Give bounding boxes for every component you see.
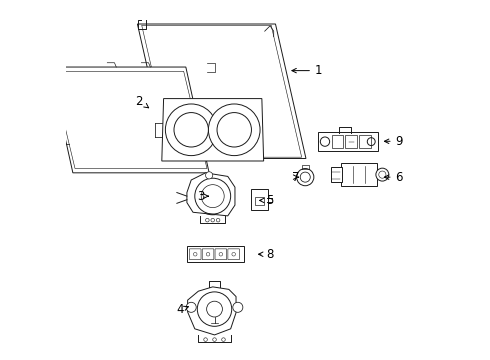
Circle shape bbox=[208, 104, 260, 156]
Polygon shape bbox=[137, 24, 306, 158]
Circle shape bbox=[296, 168, 314, 186]
Polygon shape bbox=[187, 173, 235, 216]
Text: 1: 1 bbox=[292, 64, 322, 77]
FancyBboxPatch shape bbox=[341, 163, 377, 186]
Polygon shape bbox=[188, 287, 236, 335]
Circle shape bbox=[194, 177, 231, 215]
Text: 6: 6 bbox=[385, 171, 403, 184]
Text: 5: 5 bbox=[260, 194, 274, 207]
Text: 3: 3 bbox=[197, 190, 208, 203]
Circle shape bbox=[205, 172, 213, 179]
Text: 7: 7 bbox=[292, 171, 299, 184]
Text: 4: 4 bbox=[177, 303, 189, 316]
Circle shape bbox=[233, 302, 243, 312]
FancyBboxPatch shape bbox=[318, 132, 378, 151]
Circle shape bbox=[166, 104, 217, 156]
FancyBboxPatch shape bbox=[331, 167, 342, 182]
FancyBboxPatch shape bbox=[251, 189, 268, 210]
Circle shape bbox=[186, 302, 196, 312]
Polygon shape bbox=[162, 99, 264, 161]
Text: 9: 9 bbox=[385, 135, 403, 148]
Circle shape bbox=[376, 168, 389, 181]
FancyBboxPatch shape bbox=[187, 246, 244, 262]
Text: 2: 2 bbox=[136, 95, 148, 108]
Text: 8: 8 bbox=[259, 248, 274, 261]
Polygon shape bbox=[49, 67, 209, 173]
